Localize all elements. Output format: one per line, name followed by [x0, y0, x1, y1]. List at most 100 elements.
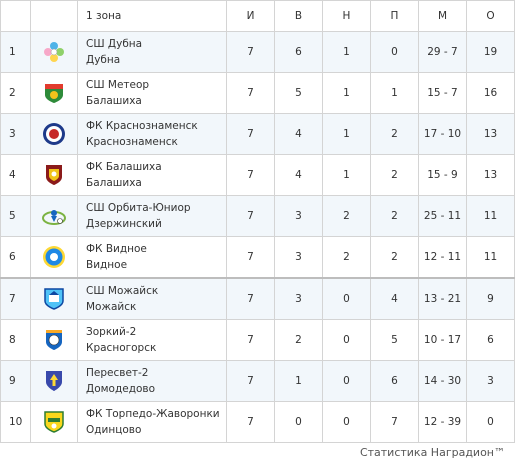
team-city: Можайск [86, 301, 137, 313]
ball-shield-icon [42, 328, 66, 352]
emblem-cell [30, 236, 78, 279]
games-cell: 7 [226, 31, 275, 73]
table-row: 7 СШ Можайск Можайск 7 3 0 4 13 - 21 9 [0, 277, 515, 320]
wins-cell: 3 [274, 195, 323, 237]
team-cell: СШ Дубна Дубна [77, 31, 227, 73]
games-cell: 7 [226, 360, 275, 402]
draws-cell: 2 [322, 195, 371, 237]
team-cell: СШ Можайск Можайск [77, 277, 227, 320]
wins-cell: 0 [274, 401, 323, 443]
draws-cell: 0 [322, 277, 371, 320]
team-name[interactable]: ФК Балашиха [86, 161, 162, 173]
table-row: 8 Зоркий-2 Красногорск 7 2 0 5 10 - 17 6 [0, 319, 515, 361]
table-row: 6 ФК Видное Видное 7 3 2 2 12 - 11 11 [0, 236, 515, 279]
round-crest-icon [42, 245, 66, 269]
points-cell: 6 [466, 319, 515, 361]
games-cell: 7 [226, 154, 275, 196]
losses-cell: 5 [370, 319, 419, 361]
goals-cell: 12 - 39 [418, 401, 467, 443]
draws-cell: 0 [322, 401, 371, 443]
team-cell: ФК Балашиха Балашиха [77, 154, 227, 196]
games-cell: 7 [226, 319, 275, 361]
meteor-crest-icon [42, 81, 66, 105]
wins-cell: 3 [274, 277, 323, 320]
draws-cell: 1 [322, 31, 371, 73]
shield-crest-icon [42, 163, 66, 187]
team-name[interactable]: ФК Краснознаменск [86, 120, 198, 132]
points-cell: 9 [466, 277, 515, 320]
team-cell: СШ Метеор Балашиха [77, 72, 227, 114]
position-cell: 7 [0, 277, 31, 320]
losses-cell: 2 [370, 236, 419, 279]
emblem-cell [30, 154, 78, 196]
header-pos-cell [0, 0, 31, 32]
emblem-cell [30, 31, 78, 73]
losses-cell: 7 [370, 401, 419, 443]
emblem-cell [30, 277, 78, 320]
losses-cell: 2 [370, 154, 419, 196]
position-cell: 5 [0, 195, 31, 237]
goals-cell: 12 - 11 [418, 236, 467, 279]
points-cell: 13 [466, 154, 515, 196]
team-name[interactable]: СШ Метеор [86, 79, 150, 91]
wins-cell: 2 [274, 319, 323, 361]
losses-cell: 2 [370, 195, 419, 237]
table-row: 3 ФК Краснознаменск Краснознаменск 7 4 1 2 17 -… [0, 113, 515, 155]
flower-emblem-icon [42, 40, 66, 64]
draws-cell: 2 [322, 236, 371, 279]
team-cell: ФК Краснознаменск Краснознаменск [77, 113, 227, 155]
losses-cell: 1 [370, 72, 419, 114]
position-cell: 10 [0, 401, 31, 443]
wins-cell: 4 [274, 154, 323, 196]
goals-cell: 15 - 9 [418, 154, 467, 196]
losses-cell: 2 [370, 113, 419, 155]
orbit-player-icon [42, 204, 66, 228]
draws-cell: 0 [322, 319, 371, 361]
team-name[interactable]: Зоркий-2 [86, 326, 137, 338]
team-name[interactable]: Пересвет-2 [86, 367, 149, 379]
team-name[interactable]: СШ Можайск [86, 285, 159, 297]
points-cell: 11 [466, 236, 515, 279]
position-cell: 9 [0, 360, 31, 402]
position-cell: 1 [0, 31, 31, 73]
losses-cell: 0 [370, 31, 419, 73]
position-cell: 4 [0, 154, 31, 196]
position-cell: 8 [0, 319, 31, 361]
goals-cell: 25 - 11 [418, 195, 467, 237]
team-cell: ФК Видное Видное [77, 236, 227, 279]
team-name[interactable]: ФК Торпедо-Жаворонки [86, 408, 220, 420]
header-wins: В [274, 0, 323, 32]
draws-cell: 1 [322, 154, 371, 196]
torpedo-shield-icon [42, 410, 66, 434]
team-name[interactable]: ФК Видное [86, 243, 147, 255]
goals-cell: 13 - 21 [418, 277, 467, 320]
header-losses: П [370, 0, 419, 32]
emblem-cell [30, 401, 78, 443]
team-city: Дубна [86, 54, 121, 66]
team-city: Балашиха [86, 95, 142, 107]
team-city: Краснознаменск [86, 136, 178, 148]
table-row: 9 Пересвет-2 Домодедово 7 1 0 6 14 - 30 3 [0, 360, 515, 402]
team-cell: Зоркий-2 Красногорск [77, 319, 227, 361]
team-name[interactable]: СШ Дубна [86, 38, 143, 50]
emblem-cell [30, 113, 78, 155]
games-cell: 7 [226, 401, 275, 443]
emblem-cell [30, 195, 78, 237]
goals-cell: 10 - 17 [418, 319, 467, 361]
team-cell: ФК Торпедо-Жаворонки Одинцово [77, 401, 227, 443]
wins-cell: 1 [274, 360, 323, 402]
team-city: Балашиха [86, 177, 142, 189]
statistics-credit: Статистика Наградион™ [359, 446, 505, 459]
team-city: Дзержинский [86, 218, 162, 230]
team-city: Домодедово [86, 383, 155, 395]
knight-shield-icon [42, 369, 66, 393]
header-points: О [466, 0, 515, 32]
team-name[interactable]: СШ Орбита-Юниор [86, 202, 191, 214]
table-row: 1 СШ Дубна Дубна 7 6 1 0 29 - 7 19 [0, 31, 515, 73]
round-ball-crest-icon [42, 122, 66, 146]
points-cell: 0 [466, 401, 515, 443]
table-header-row: 1 зона И В Н П М О [0, 0, 515, 32]
team-city: Видное [86, 259, 128, 271]
games-cell: 7 [226, 113, 275, 155]
team-cell: СШ Орбита-Юниор Дзержинский [77, 195, 227, 237]
